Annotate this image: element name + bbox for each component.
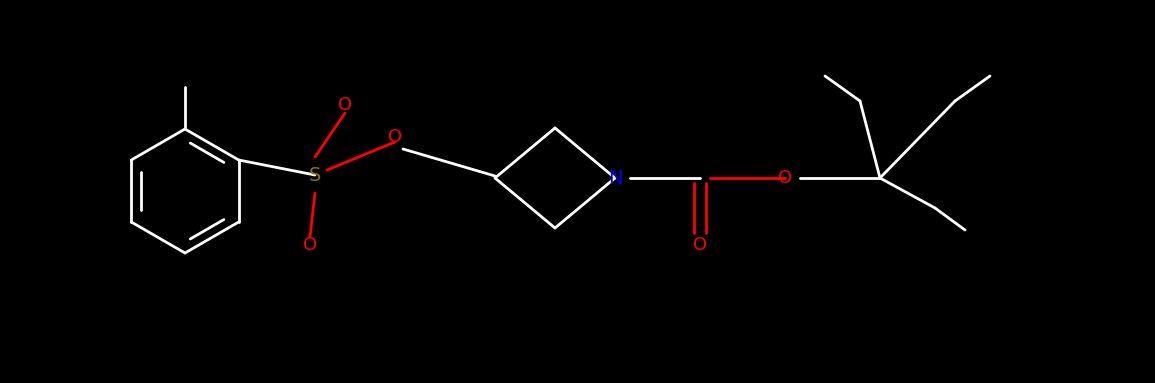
Text: O: O [388, 128, 402, 146]
Text: O: O [338, 96, 352, 114]
Text: N: N [608, 169, 623, 188]
Text: S: S [308, 165, 321, 185]
Text: O: O [778, 169, 792, 187]
Text: O: O [693, 236, 707, 254]
Text: O: O [303, 236, 318, 254]
